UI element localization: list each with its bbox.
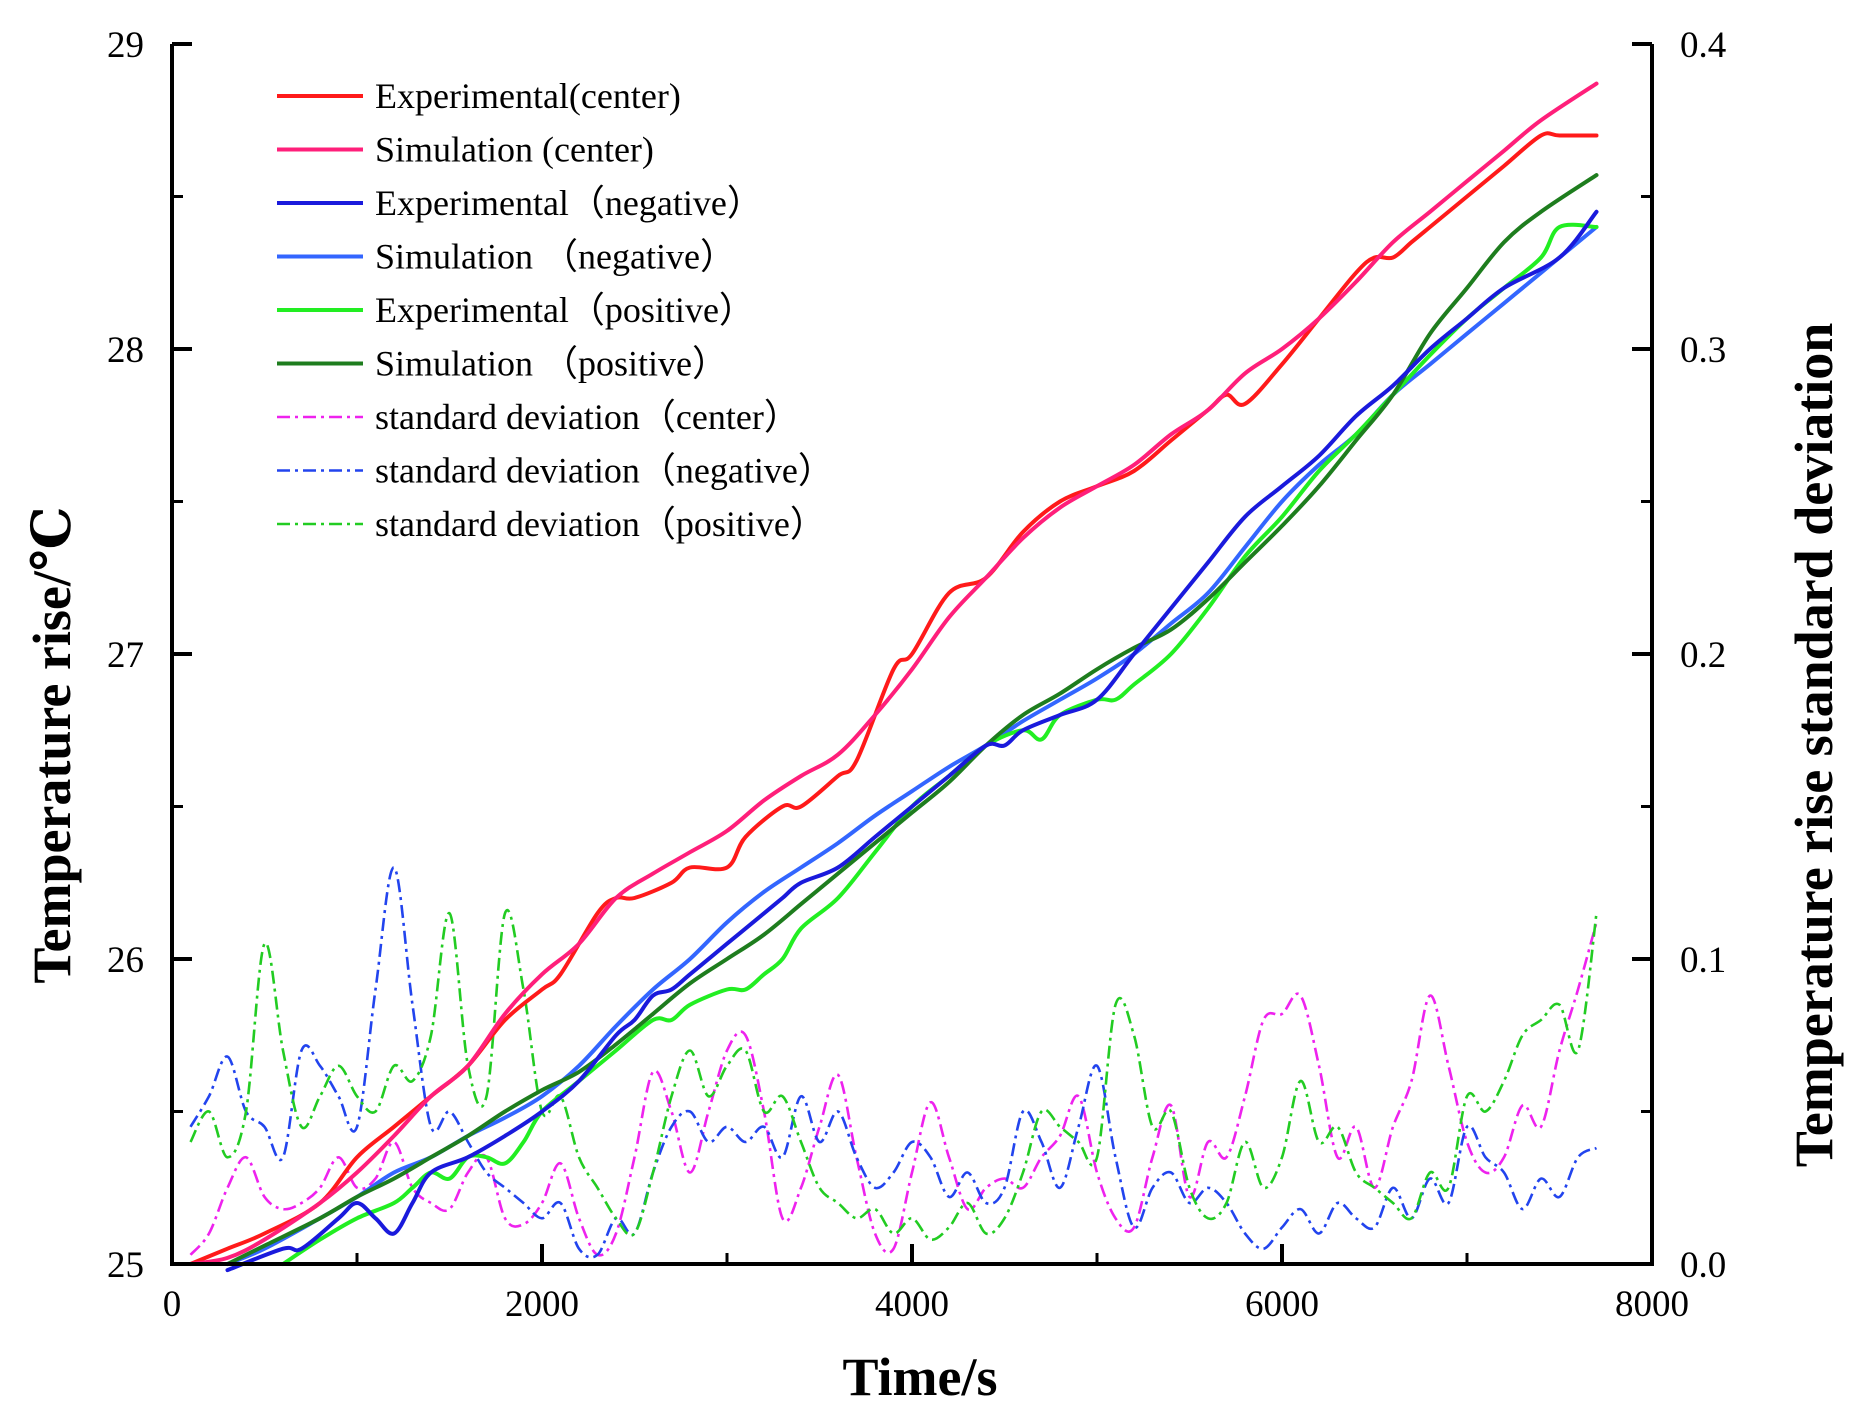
x-tick-label: 2000 bbox=[505, 1284, 579, 1325]
series-line-4 bbox=[281, 222, 1599, 1266]
x-tick-label: 8000 bbox=[1615, 1284, 1689, 1325]
series-line-6 bbox=[189, 922, 1598, 1257]
legend-label-3: Simulation （negative） bbox=[375, 237, 736, 277]
series-layer bbox=[188, 81, 1599, 1273]
series-line-5 bbox=[225, 173, 1599, 1266]
y-tick-label: 29 bbox=[107, 25, 144, 66]
y2-tick-label: 0.3 bbox=[1680, 330, 1726, 371]
y-tick-label: 26 bbox=[107, 940, 144, 981]
legend-label-0: Experimental(center) bbox=[375, 76, 681, 116]
ticks-layer: 0 2000 4000 6000 8000 25 26 27 28 29 0.0 0.1 0.2 0.3 0… bbox=[107, 25, 1726, 1325]
legend-label-1: Simulation (center) bbox=[375, 130, 654, 170]
legend-label-7: standard deviation（negative） bbox=[375, 451, 834, 491]
legend-label-8: standard deviation（positive） bbox=[375, 504, 826, 544]
y2-tick-label: 0.1 bbox=[1680, 940, 1726, 981]
series-line-7 bbox=[189, 866, 1598, 1259]
x-tick-label: 4000 bbox=[875, 1284, 949, 1325]
y-tick-label: 28 bbox=[107, 330, 144, 371]
series-line-2 bbox=[225, 209, 1599, 1273]
legend-label-6: standard deviation（center） bbox=[375, 397, 800, 437]
series-line-8 bbox=[189, 909, 1598, 1242]
y-tick-label: 27 bbox=[107, 635, 144, 676]
y-tick-label: 25 bbox=[107, 1245, 144, 1286]
x-axis-title: Time/s bbox=[842, 1347, 997, 1407]
x-tick-label: 0 bbox=[163, 1284, 182, 1325]
y-axis-title: Temperature rise/℃ bbox=[22, 506, 82, 983]
y2-axis-title: Temperature rise standard deviation bbox=[1784, 323, 1844, 1168]
legend: Experimental(center) Simulation (center) E… bbox=[277, 76, 834, 544]
y2-tick-label: 0.0 bbox=[1680, 1245, 1726, 1286]
y2-tick-label: 0.2 bbox=[1680, 635, 1726, 676]
legend-label-5: Simulation （positive） bbox=[375, 344, 728, 384]
legend-label-4: Experimental（positive） bbox=[375, 290, 755, 330]
x-tick-label: 6000 bbox=[1245, 1284, 1319, 1325]
y2-tick-label: 0.4 bbox=[1680, 25, 1726, 66]
legend-label-2: Experimental（negative） bbox=[375, 183, 763, 223]
series-line-1 bbox=[188, 81, 1599, 1266]
